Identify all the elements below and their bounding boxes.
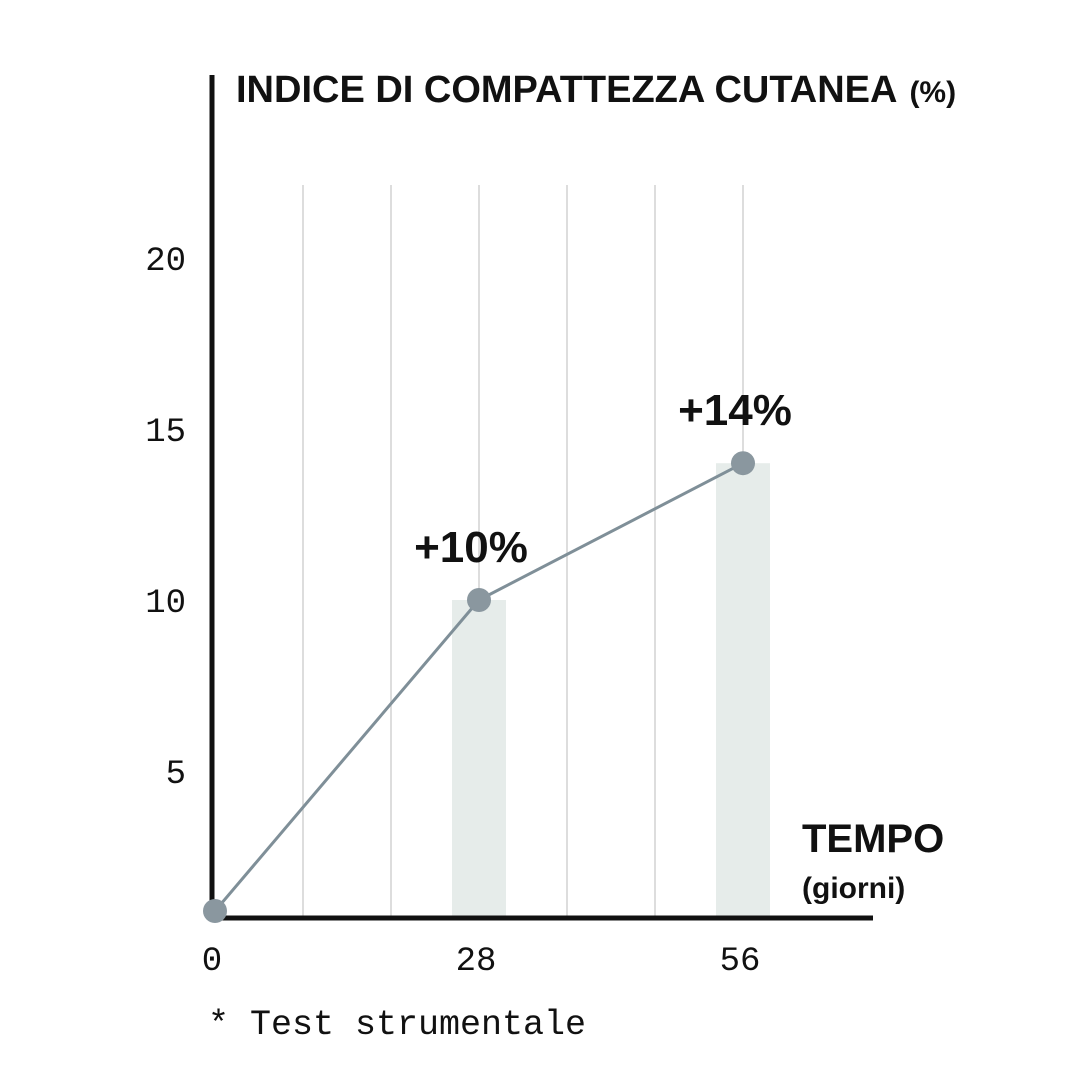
chart-title: INDICE DI COMPATTEZZA CUTANEA: [236, 69, 897, 111]
y-tick-label: 20: [145, 243, 186, 281]
x-tick-label: 0: [202, 943, 222, 981]
data-point: [467, 588, 491, 612]
y-tick-label: 5: [166, 756, 186, 794]
highlight-bar: [452, 600, 506, 918]
highlight-bar: [716, 463, 770, 918]
x-axis-unit: (giorni): [802, 872, 905, 905]
y-tick-label: 10: [145, 585, 186, 623]
data-point: [731, 451, 755, 476]
data-label: +10%: [414, 523, 528, 572]
x-tick-label: 28: [456, 943, 497, 981]
x-tick-label: 56: [720, 943, 761, 981]
data-point: [203, 899, 227, 923]
chart-title-unit: (%): [909, 76, 956, 109]
chart-title-line: INDICE DI COMPATTEZZA CUTANEA (%): [236, 69, 956, 111]
footnote: * Test strumentale: [208, 1005, 586, 1045]
y-tick-label: 15: [145, 414, 186, 452]
data-label: +14%: [678, 386, 792, 435]
x-axis-label: TEMPO: [802, 817, 944, 861]
